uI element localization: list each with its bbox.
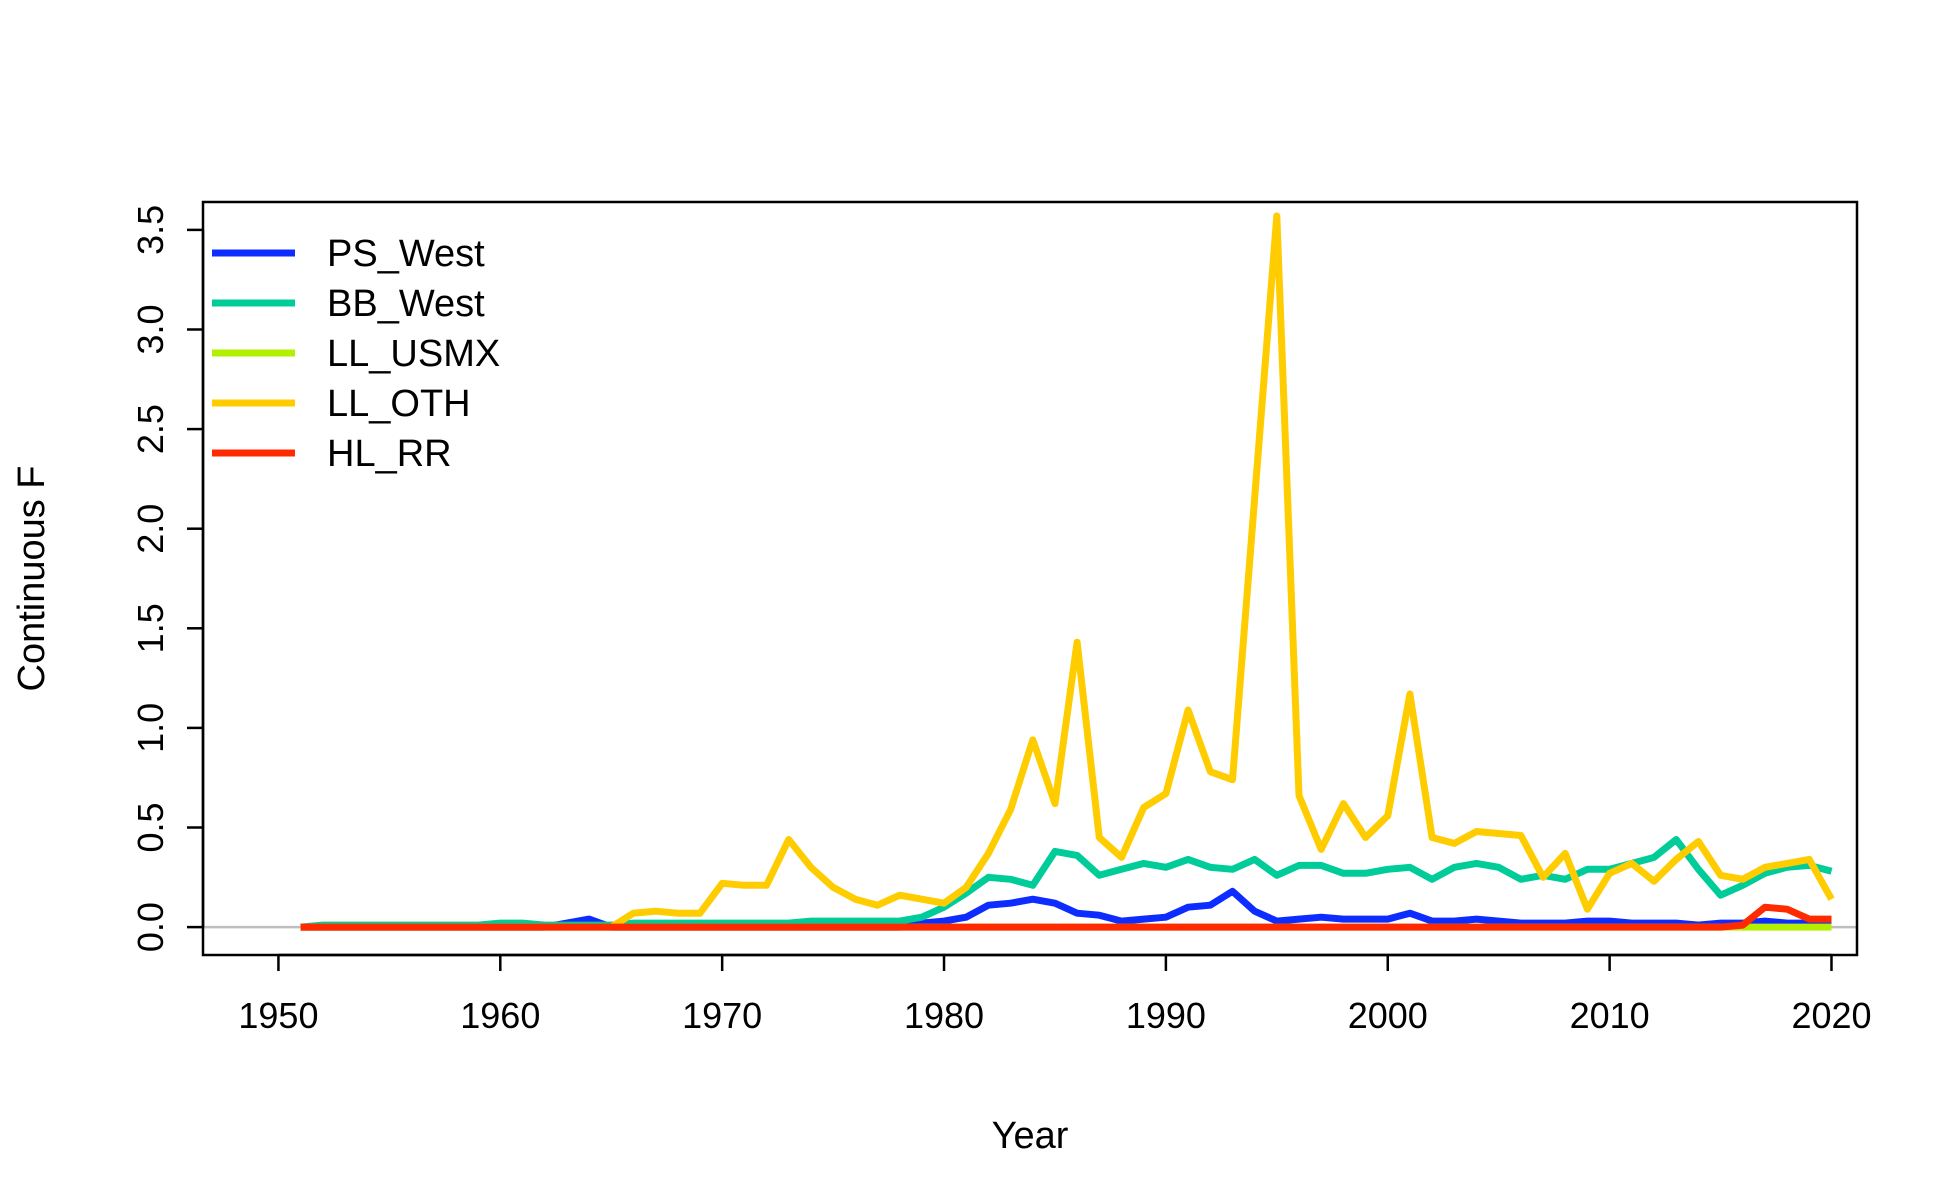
x-tick-label: 2000 — [1348, 995, 1428, 1036]
series-line-ll-oth — [300, 212, 1835, 931]
y-axis-title: Continuous F — [11, 465, 53, 691]
y-tick-label: 0.0 — [130, 902, 171, 952]
legend-label: BB_West — [327, 283, 485, 325]
x-axis: 1950 1960 1970 1980 1990 2000 2010 2020 — [238, 953, 1872, 1036]
x-tick-label: 2020 — [1791, 995, 1871, 1036]
legend-label: PS_West — [327, 233, 485, 275]
legend-label: LL_USMX — [327, 333, 500, 375]
y-tick-label: 1.0 — [130, 703, 171, 753]
x-tick-label: 1990 — [1126, 995, 1206, 1036]
y-tick-label: 1.5 — [130, 603, 171, 653]
y-tick-label: 3.0 — [130, 304, 171, 354]
y-tick-label: 2.5 — [130, 404, 171, 454]
legend-label: LL_OTH — [327, 383, 471, 425]
x-axis-title: Year — [992, 1115, 1069, 1157]
x-tick-label: 2010 — [1570, 995, 1650, 1036]
y-tick-label: 2.0 — [130, 504, 171, 554]
series-lines — [300, 212, 1835, 931]
x-tick-label: 1980 — [904, 995, 984, 1036]
legend: PS_West BB_West LL_USMX LL_OTH HL_RR — [212, 233, 500, 475]
legend-label: HL_RR — [327, 433, 452, 475]
y-tick-label: 3.5 — [130, 205, 171, 255]
y-axis: 0.0 0.5 1.0 1.5 2.0 2.5 3.0 3.5 — [130, 205, 205, 952]
y-tick-label: 0.5 — [130, 802, 171, 852]
series-line-hl-rr — [300, 903, 1832, 931]
x-tick-label: 1970 — [682, 995, 762, 1036]
x-tick-label: 1950 — [238, 995, 318, 1036]
x-tick-label: 1960 — [460, 995, 540, 1036]
